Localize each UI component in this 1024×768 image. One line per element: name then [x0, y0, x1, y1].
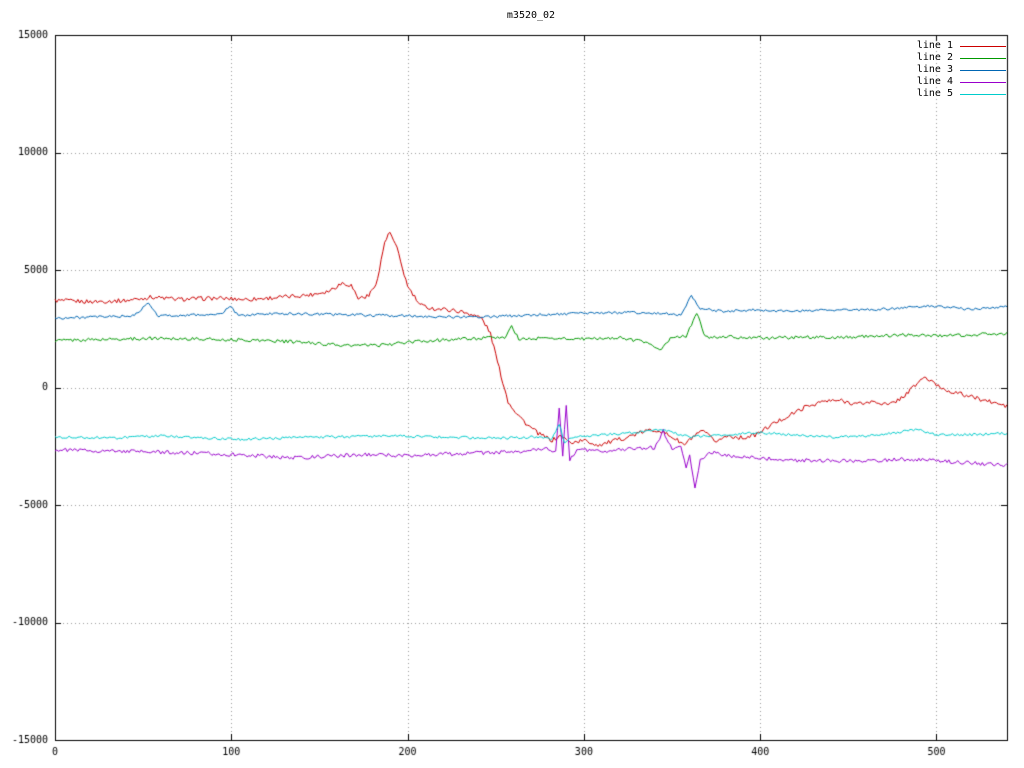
- legend-line-sample: [960, 69, 1006, 71]
- legend-line-sample: [960, 45, 1006, 47]
- legend-label: line 5: [916, 88, 953, 99]
- legend-label: line 1: [916, 40, 953, 51]
- legend-line-sample: [960, 93, 1006, 95]
- legend-item: line 4: [917, 77, 1006, 87]
- legend-item: line 3: [917, 65, 1006, 75]
- legend-label: line 4: [916, 76, 953, 87]
- legend-item: line 5: [917, 89, 1006, 99]
- legend-item: line 2: [917, 53, 1006, 63]
- legend-label: line 3: [916, 64, 953, 75]
- legend-label: line 2: [916, 52, 953, 63]
- legend-line-sample: [960, 57, 1006, 59]
- legend-item: line 1: [917, 41, 1006, 51]
- legend-line-sample: [960, 81, 1006, 83]
- chart-legend: line 1 line 2 line 3 line 4 line 5: [917, 41, 1006, 99]
- chart-title: m3520_02: [506, 10, 556, 21]
